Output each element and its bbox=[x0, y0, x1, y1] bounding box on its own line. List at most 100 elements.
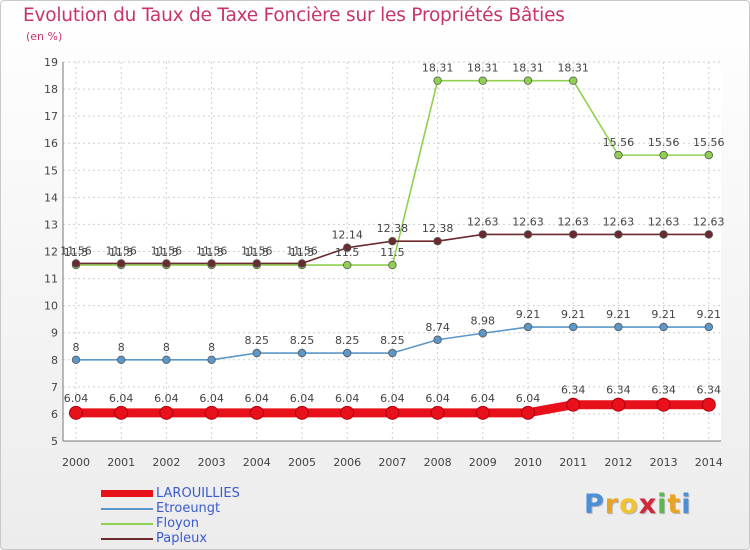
data-point bbox=[116, 355, 126, 364]
data-label: 11.56 bbox=[151, 244, 183, 257]
data-label: 11.5 bbox=[64, 246, 89, 259]
legend-label-larouillies: LAROUILLIES bbox=[156, 486, 240, 501]
data-point bbox=[71, 355, 81, 364]
data-point bbox=[388, 237, 397, 246]
legend-swatch-floyon bbox=[101, 523, 153, 525]
logo-letter: P bbox=[584, 489, 605, 520]
x-tick-label: 2005 bbox=[288, 456, 316, 469]
data-label: 12.63 bbox=[467, 215, 499, 228]
x-tick-label: 2001 bbox=[107, 456, 135, 469]
data-label: 11.5 bbox=[109, 246, 134, 259]
data-label: 18.31 bbox=[557, 62, 589, 75]
data-label: 6.04 bbox=[109, 392, 134, 405]
x-tick-label: 2002 bbox=[152, 456, 180, 469]
data-point bbox=[569, 230, 578, 239]
data-label: 6.04 bbox=[64, 392, 89, 405]
logo-letter: o bbox=[619, 489, 639, 520]
data-point bbox=[475, 405, 490, 420]
logo-letter: t bbox=[667, 489, 682, 520]
data-point bbox=[523, 322, 533, 332]
data-point bbox=[614, 230, 623, 239]
logo-letter: x bbox=[638, 489, 658, 520]
data-point bbox=[704, 150, 713, 160]
data-point bbox=[252, 259, 261, 268]
data-label: 18.31 bbox=[467, 62, 499, 75]
data-point bbox=[656, 397, 671, 412]
data-point bbox=[207, 355, 216, 364]
data-point bbox=[569, 322, 578, 332]
data-point bbox=[701, 397, 716, 412]
data-point bbox=[204, 405, 219, 420]
data-point bbox=[385, 405, 400, 420]
data-label: 6.34 bbox=[606, 384, 631, 397]
data-label: 6.04 bbox=[290, 392, 315, 405]
data-point bbox=[249, 405, 264, 420]
data-point bbox=[566, 397, 581, 412]
data-point bbox=[704, 322, 713, 332]
data-point bbox=[659, 150, 668, 160]
data-label: 11.56 bbox=[196, 244, 228, 257]
data-point bbox=[523, 76, 533, 85]
data-label: 6.34 bbox=[697, 384, 722, 397]
data-label: 8.74 bbox=[425, 321, 450, 334]
data-label: 12.63 bbox=[648, 215, 680, 228]
data-point bbox=[159, 405, 174, 420]
data-point bbox=[343, 348, 352, 358]
data-point bbox=[388, 260, 397, 270]
data-point bbox=[611, 397, 626, 412]
data-point bbox=[523, 230, 533, 239]
data-label: 11.56 bbox=[105, 244, 137, 257]
data-label: 12.14 bbox=[331, 229, 363, 242]
data-label: 11.5 bbox=[380, 246, 405, 259]
data-label: 6.34 bbox=[561, 384, 586, 397]
data-label: 11.5 bbox=[245, 246, 270, 259]
data-point bbox=[297, 259, 307, 268]
y-tick-label: 15 bbox=[44, 164, 58, 177]
data-point bbox=[162, 355, 171, 364]
y-tick-label: 18 bbox=[44, 83, 58, 96]
data-point bbox=[297, 348, 307, 358]
data-point bbox=[433, 237, 442, 246]
y-tick-label: 11 bbox=[44, 273, 58, 286]
x-tick-label: 2004 bbox=[243, 456, 271, 469]
legend-label-papleux: Papleux bbox=[156, 531, 208, 546]
data-label: 18.31 bbox=[512, 62, 544, 75]
data-point bbox=[614, 150, 623, 160]
data-label: 6.34 bbox=[651, 384, 676, 397]
x-tick-label: 2012 bbox=[604, 456, 632, 469]
data-label: 12.63 bbox=[693, 215, 725, 228]
data-label: 11.56 bbox=[60, 244, 92, 257]
data-label: 11.5 bbox=[335, 246, 360, 259]
data-label: 11.56 bbox=[286, 244, 318, 257]
data-point bbox=[388, 348, 397, 358]
data-label: 12.63 bbox=[512, 215, 544, 228]
x-tick-label: 2013 bbox=[650, 456, 678, 469]
x-tick-label: 2006 bbox=[333, 456, 361, 469]
data-label: 12.63 bbox=[557, 215, 589, 228]
legend-label-etroeungt: Etroeungt bbox=[156, 501, 221, 516]
data-label: 6.04 bbox=[380, 392, 405, 405]
data-label: 6.04 bbox=[425, 392, 450, 405]
data-point bbox=[704, 230, 713, 239]
data-label: 12.63 bbox=[603, 215, 635, 228]
legend-label-floyon: Floyon bbox=[156, 516, 199, 531]
data-label: 15.56 bbox=[648, 136, 680, 149]
logo-letter: i bbox=[657, 489, 668, 520]
data-label: 11.5 bbox=[290, 246, 315, 259]
logo-letter: i bbox=[681, 489, 692, 520]
data-point bbox=[340, 405, 355, 420]
data-point bbox=[162, 259, 171, 268]
data-label: 6.04 bbox=[199, 392, 224, 405]
x-tick-label: 2010 bbox=[514, 456, 542, 469]
data-label: 12.38 bbox=[377, 222, 409, 235]
data-point bbox=[116, 259, 126, 268]
data-label: 8 bbox=[163, 341, 170, 354]
legend-swatch-papleux bbox=[101, 538, 153, 540]
data-point bbox=[207, 259, 216, 268]
y-tick-label: 14 bbox=[44, 191, 58, 204]
legend-swatch-larouillies bbox=[101, 490, 153, 497]
data-label: 8.25 bbox=[335, 334, 360, 347]
data-point bbox=[71, 259, 81, 268]
